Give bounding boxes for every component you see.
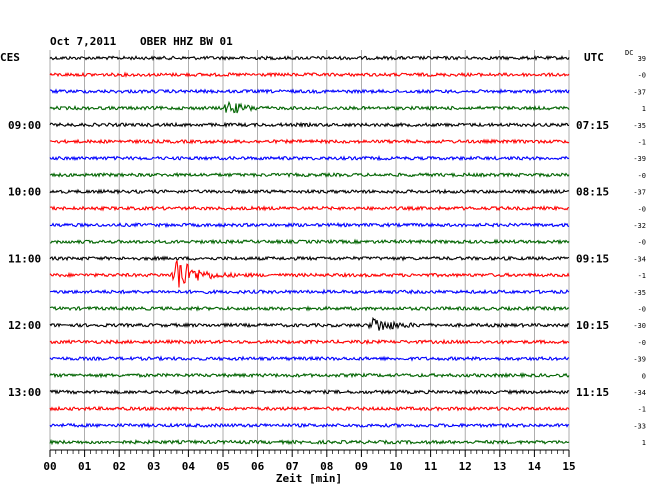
seismogram-trace-6	[49, 155, 570, 162]
dc-offset-label: -33	[633, 422, 646, 430]
dc-offset-label: -30	[633, 322, 646, 330]
x-tick-label: 11	[424, 460, 438, 473]
left-time-label: 11:00	[8, 252, 41, 265]
seismogram-trace-15	[49, 305, 570, 312]
seismogram-trace-9	[49, 205, 570, 212]
seismogram-trace-14	[49, 288, 570, 295]
left-time-label: 10:00	[8, 186, 41, 199]
dc-offset-label: -0	[638, 172, 646, 180]
seismogram-trace-13	[49, 260, 570, 288]
dc-offset-labels: 39 -0 -37 1 -35 -1 -39 -0 -37 -0 -32 -0 -34 -1 -35 -0 -3…	[633, 55, 646, 447]
dc-offset-label: -37	[633, 88, 646, 96]
dc-offset-label: 1	[642, 439, 646, 447]
dc-offset-label: -32	[633, 222, 646, 230]
right-time-label: 10:15	[576, 319, 609, 332]
x-tick-label: 12	[459, 460, 472, 473]
dc-offset-label: -1	[638, 272, 646, 280]
seismogram-trace-22	[49, 422, 570, 429]
x-axis-ticks: 00 01 02 03 04 05 06 07 08 09 10 11 12 13 14 15	[43, 450, 576, 473]
seismogram-trace-5	[49, 138, 570, 145]
seismogram-trace-19	[49, 372, 570, 379]
seismogram-trace-20	[49, 388, 570, 395]
dc-offset-label: 0	[642, 372, 646, 380]
x-tick-label: 08	[320, 460, 333, 473]
x-tick-label: 07	[286, 460, 299, 473]
x-tick-label: 04	[182, 460, 196, 473]
x-tick-label: 05	[216, 460, 229, 473]
chart-traces	[49, 55, 570, 446]
x-tick-label: 15	[562, 460, 575, 473]
seismogram-trace-1	[49, 71, 570, 78]
dc-offset-label: -0	[638, 72, 646, 80]
seismogram-trace-18	[49, 355, 570, 362]
seismogram-trace-11	[49, 238, 570, 245]
x-tick-label: 00	[43, 460, 56, 473]
left-time-label: 09:00	[8, 119, 41, 132]
seismogram-trace-10	[49, 222, 570, 229]
x-tick-label: 13	[493, 460, 506, 473]
x-axis-title: Zeit [min]	[276, 472, 342, 485]
dc-offset-label: -37	[633, 189, 646, 197]
left-time-label: 12:00	[8, 319, 41, 332]
dc-header-label: DC	[625, 49, 633, 57]
right-time-label: 08:15	[576, 186, 609, 199]
seismogram-trace-3	[49, 100, 570, 114]
dc-offset-label: -34	[633, 255, 646, 263]
right-time-label: 09:15	[576, 252, 609, 265]
right-time-label: 11:15	[576, 386, 609, 399]
x-tick-label: 02	[113, 460, 126, 473]
seismogram-trace-21	[49, 405, 570, 412]
left-time-labels: 09:00 10:00 11:00 12:00 13:00	[8, 119, 41, 399]
x-tick-label: 14	[528, 460, 542, 473]
dc-offset-label: -39	[633, 155, 646, 163]
dc-offset-label: -1	[638, 139, 646, 147]
chart-grid	[49, 50, 570, 450]
right-time-labels: 07:15 08:15 09:15 10:15 11:15	[576, 119, 609, 399]
dc-offset-label: -1	[638, 406, 646, 414]
dc-offset-label: -35	[633, 122, 646, 130]
left-zone-label: CES	[0, 51, 20, 64]
dc-offset-label: -0	[638, 339, 646, 347]
right-time-label: 07:15	[576, 119, 609, 132]
seismogram-trace-4	[49, 121, 569, 129]
dc-offset-label: -0	[638, 306, 646, 314]
chart-date: Oct 7,2011	[50, 35, 117, 48]
x-tick-label: 03	[147, 460, 160, 473]
seismogram-trace-0	[49, 55, 570, 61]
seismogram-trace-2	[50, 88, 570, 95]
right-zone-label: UTC	[584, 51, 604, 64]
seismogram-trace-8	[49, 188, 570, 195]
seismogram-trace-12	[49, 255, 570, 262]
dc-offset-label: 1	[642, 105, 646, 113]
dc-offset-label: -39	[633, 356, 646, 364]
dc-offset-label: -34	[633, 389, 646, 397]
x-tick-label: 06	[251, 460, 265, 473]
seismogram-trace-17	[49, 338, 570, 345]
left-time-label: 13:00	[8, 386, 41, 399]
chart-station: OBER HHZ BW 01	[140, 35, 233, 48]
x-tick-label: 09	[355, 460, 368, 473]
seismogram-trace-7	[49, 171, 570, 179]
x-tick-label: 01	[78, 460, 92, 473]
dc-offset-label: -35	[633, 289, 646, 297]
x-tick-label: 10	[389, 460, 402, 473]
dc-offset-label: 39	[638, 55, 646, 63]
dc-offset-label: -0	[638, 239, 646, 247]
seismogram-trace-16	[49, 316, 570, 331]
dc-offset-label: -0	[638, 205, 646, 213]
seismogram-trace-23	[49, 438, 570, 446]
